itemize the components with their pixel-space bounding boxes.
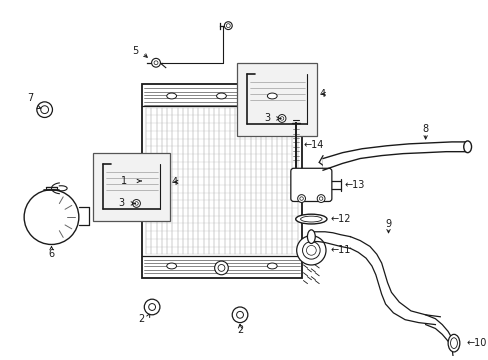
Ellipse shape [267,263,277,269]
Bar [93,153,169,221]
Text: ←14: ←14 [303,140,323,150]
Bar [142,84,301,278]
Ellipse shape [300,216,322,222]
Text: 7: 7 [27,93,33,103]
Circle shape [135,202,138,205]
Circle shape [154,61,158,65]
Circle shape [218,265,224,271]
Circle shape [302,242,320,259]
Circle shape [232,307,247,323]
Circle shape [41,106,48,113]
Text: 5: 5 [132,46,139,56]
Ellipse shape [295,214,326,224]
Ellipse shape [166,263,176,269]
Text: 3: 3 [264,113,270,123]
Circle shape [132,199,140,207]
Circle shape [37,102,52,117]
Circle shape [319,197,322,200]
Circle shape [278,114,285,122]
Text: 1: 1 [121,176,126,186]
Ellipse shape [267,93,277,99]
Circle shape [144,299,160,315]
Text: 2: 2 [138,314,144,324]
Circle shape [236,311,243,318]
Text: 2: 2 [236,325,243,336]
Circle shape [226,24,230,28]
Ellipse shape [463,141,470,153]
Circle shape [224,22,232,30]
Circle shape [151,58,160,67]
Circle shape [280,117,283,120]
Bar [237,63,317,136]
Text: 9: 9 [385,219,391,229]
Ellipse shape [216,93,226,99]
Ellipse shape [307,230,315,243]
Circle shape [296,236,325,265]
Circle shape [297,195,305,202]
Ellipse shape [216,263,226,269]
Text: 6: 6 [48,249,55,259]
Text: 8: 8 [422,124,428,134]
Circle shape [317,195,325,202]
Text: ←11: ←11 [330,245,350,255]
Text: 3: 3 [119,198,124,208]
Circle shape [306,246,316,255]
Ellipse shape [166,93,176,99]
Circle shape [299,197,303,200]
Text: 4: 4 [171,177,178,187]
Circle shape [214,261,228,275]
Ellipse shape [449,338,456,348]
Text: ←13: ←13 [344,180,364,190]
Text: ←10: ←10 [466,338,486,348]
Text: ←12: ←12 [330,214,351,224]
Ellipse shape [447,334,459,352]
FancyBboxPatch shape [290,168,331,202]
Circle shape [148,303,155,310]
Text: 4: 4 [319,89,325,99]
Circle shape [24,190,79,244]
